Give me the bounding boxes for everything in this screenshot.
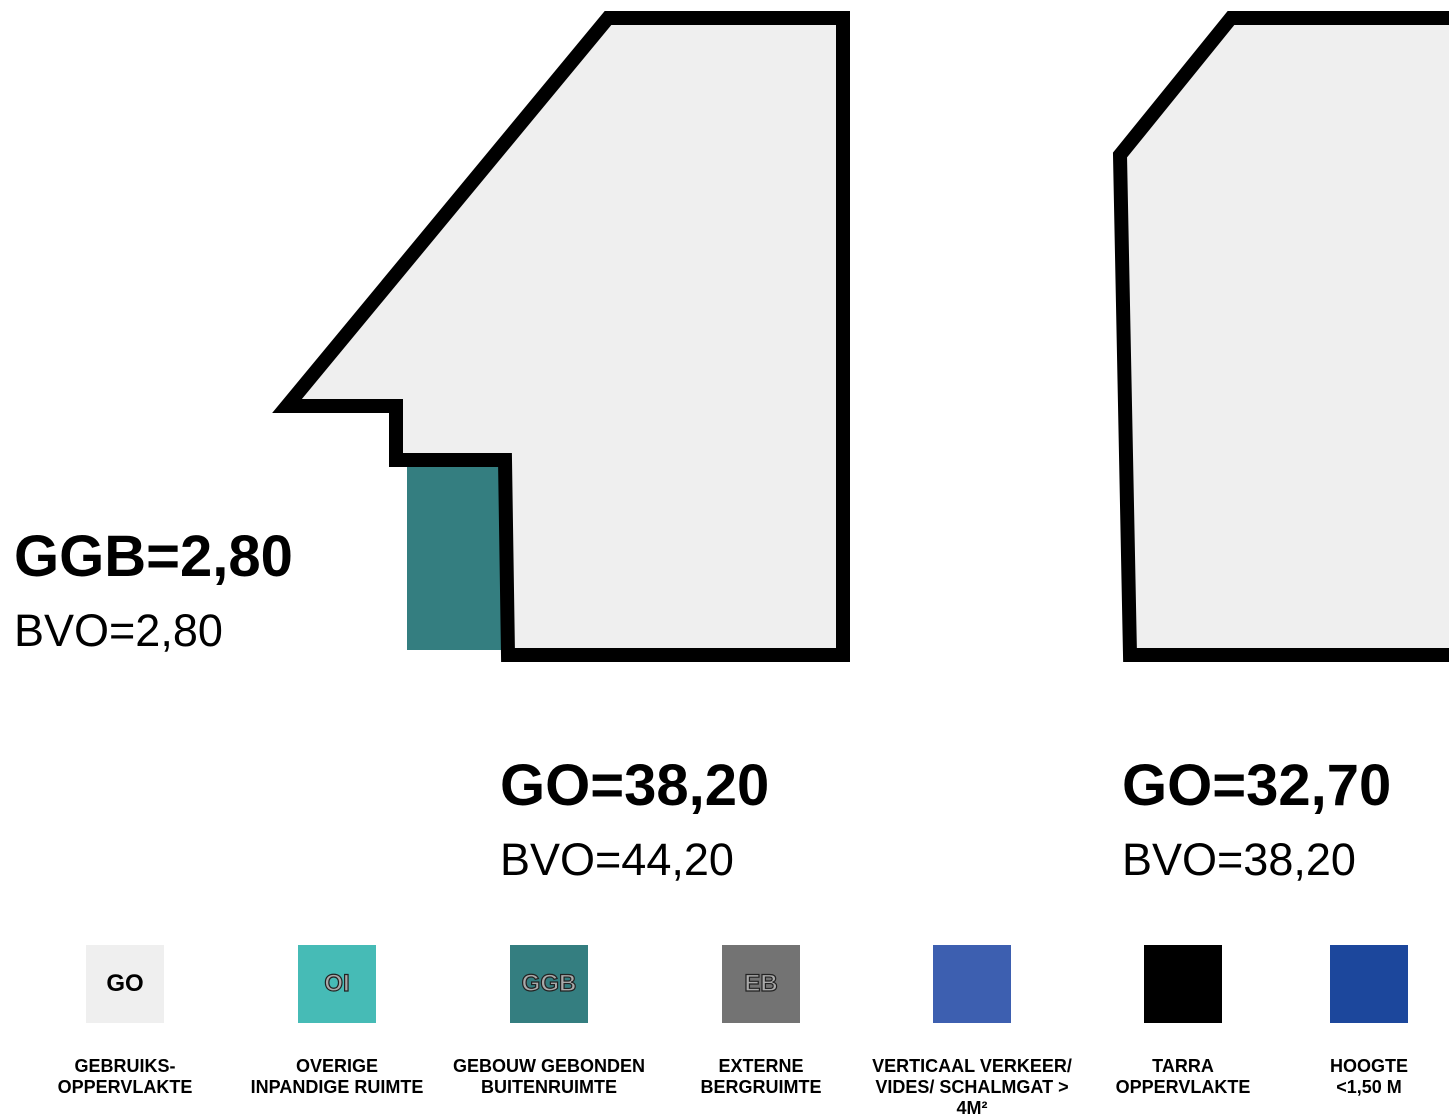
legend-code-eb: EB: [744, 969, 779, 997]
legend-label-tarra: TARRA OPPERVLAKTE: [1115, 1056, 1251, 1097]
legend-item-oi: OI OVERIGE INPANDIGE RUIMTE: [232, 945, 442, 1098]
left-go-area-value: GO=38,20: [500, 753, 770, 818]
legend-item-vertical-traffic: VERTICAAL VERKEER/ VIDES/ SCHALMGAT > 4M…: [867, 945, 1077, 1119]
legend-swatch-eb: EB: [722, 945, 800, 1023]
legend-swatch-go: GO: [86, 945, 164, 1023]
legend-label-oi: OVERIGE INPANDIGE RUIMTE: [250, 1056, 424, 1097]
right-go-area-value: GO=32,70: [1122, 753, 1392, 818]
legend-swatch-vertical-traffic: [933, 945, 1011, 1023]
legend-label-go: GEBRUIKS- OPPERVLAKTE: [57, 1056, 193, 1097]
legend-item-tarra: TARRA OPPERVLAKTE: [1078, 945, 1288, 1098]
right-bvo-value: BVO=38,20: [1122, 834, 1356, 885]
legend-swatch-height: [1330, 945, 1408, 1023]
legend-label-height: HOOGTE <1,50 M: [1329, 1056, 1408, 1097]
legend-swatch-ggb: GGB: [510, 945, 588, 1023]
legend-item-eb: EB EXTERNE BERGRUIMTE: [656, 945, 866, 1098]
legend-code-go: GO: [106, 970, 144, 997]
ggb-area-label: GGB=2,80 BVO=2,80: [14, 524, 293, 656]
legend-swatch-oi: OI: [298, 945, 376, 1023]
ggb-area-value: GGB=2,80: [14, 524, 293, 589]
legend-item-ggb: GGB GEBOUW GEBONDEN BUITENRUIMTE: [444, 945, 654, 1098]
right-go-floor: [1112, 11, 1449, 662]
legend-label-eb: EXTERNE BERGRUIMTE: [700, 1056, 822, 1097]
legend-code-oi: OI: [324, 969, 351, 997]
legend-label-ggb: GEBOUW GEBONDEN BUITENRUIMTE: [452, 1056, 645, 1097]
legend-item-go: GO GEBRUIKS- OPPERVLAKTE: [20, 945, 230, 1098]
left-go-area-label: GO=38,20 BVO=44,20: [500, 753, 770, 885]
right-go-area-label: GO=32,70 BVO=38,20: [1122, 753, 1392, 885]
legend-item-height: HOOGTE <1,50 M: [1289, 945, 1449, 1098]
ggb-bvo-value: BVO=2,80: [14, 605, 223, 656]
legend-code-ggb: GGB: [521, 969, 577, 997]
left-bvo-value: BVO=44,20: [500, 834, 734, 885]
legend-swatch-tarra: [1144, 945, 1222, 1023]
left-go-floor: [272, 11, 850, 662]
legend-label-vertical-traffic: VERTICAAL VERKEER/ VIDES/ SCHALMGAT > 4M…: [872, 1056, 1072, 1118]
ggb-balcony-area: [407, 463, 504, 650]
